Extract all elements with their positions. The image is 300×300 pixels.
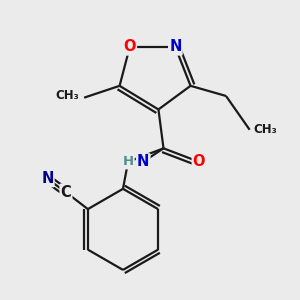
Text: CH₃: CH₃ xyxy=(55,89,79,103)
Text: N: N xyxy=(137,154,149,169)
Text: N: N xyxy=(41,171,53,186)
Text: O: O xyxy=(124,40,136,55)
Text: H: H xyxy=(122,155,134,168)
Text: O: O xyxy=(193,154,205,169)
Text: CH₃: CH₃ xyxy=(253,123,277,136)
Text: C: C xyxy=(61,185,71,200)
Text: N: N xyxy=(169,40,182,55)
